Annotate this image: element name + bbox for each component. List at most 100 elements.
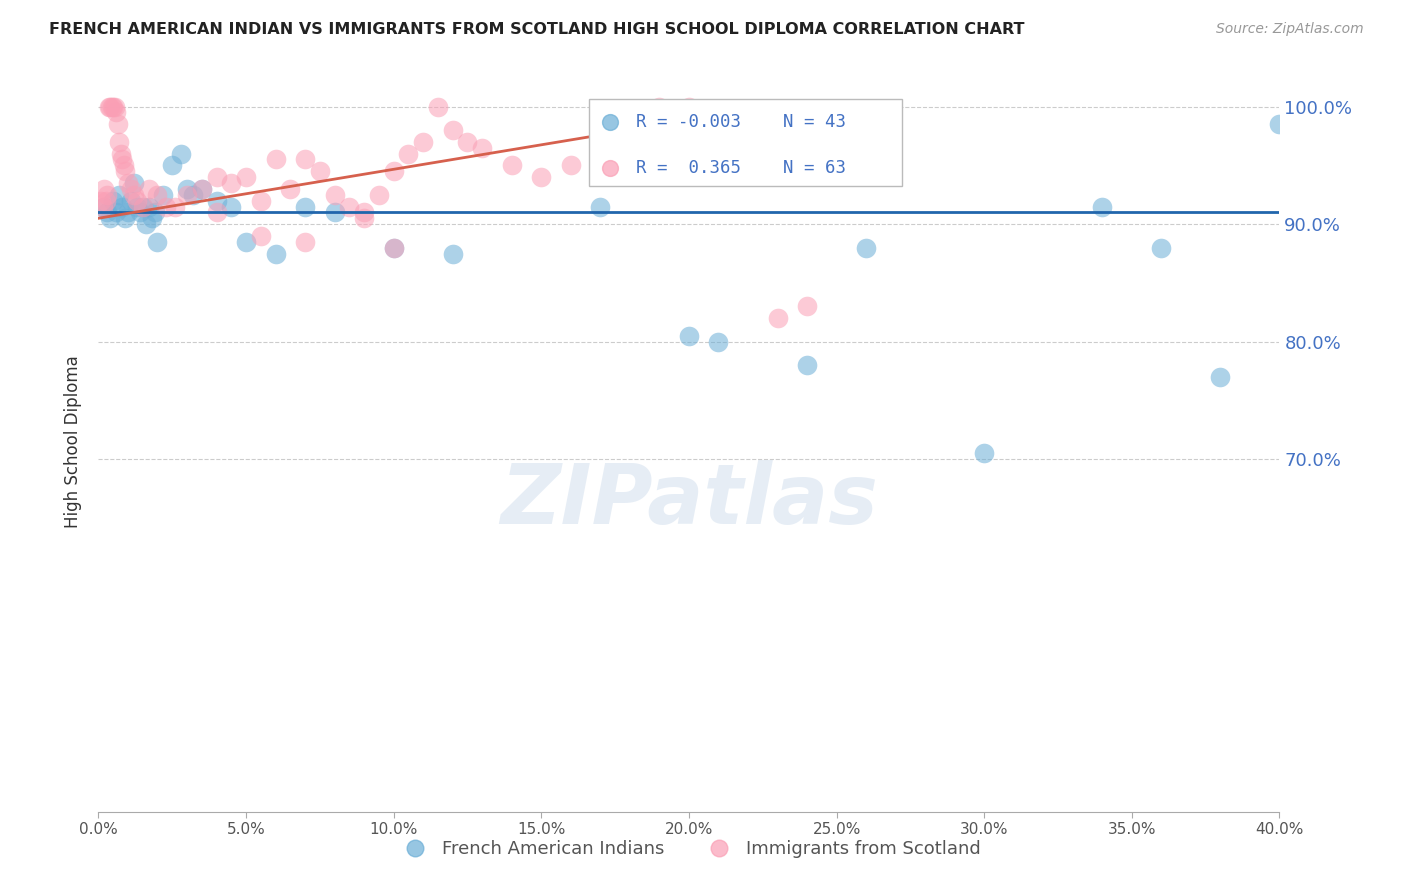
Point xyxy=(235,235,257,249)
Point xyxy=(294,153,316,167)
Point xyxy=(108,135,131,149)
Y-axis label: High School Diploma: High School Diploma xyxy=(65,355,83,528)
Point xyxy=(176,187,198,202)
Legend: French American Indians, Immigrants from Scotland: French American Indians, Immigrants from… xyxy=(389,833,988,865)
Point xyxy=(143,205,166,219)
Text: FRENCH AMERICAN INDIAN VS IMMIGRANTS FROM SCOTLAND HIGH SCHOOL DIPLOMA CORRELATI: FRENCH AMERICAN INDIAN VS IMMIGRANTS FRO… xyxy=(49,22,1025,37)
Point xyxy=(103,194,125,208)
Point xyxy=(128,205,150,219)
Point xyxy=(100,100,122,114)
Text: ZIPatlas: ZIPatlas xyxy=(501,460,877,541)
Point xyxy=(138,200,160,214)
Point xyxy=(264,153,287,167)
Point xyxy=(441,123,464,137)
Point xyxy=(1268,117,1291,131)
Point xyxy=(103,100,125,114)
Point xyxy=(339,200,361,214)
Point xyxy=(353,211,375,226)
Point xyxy=(205,170,228,185)
Point xyxy=(707,135,730,149)
Point xyxy=(122,176,145,190)
Point xyxy=(176,182,198,196)
Point xyxy=(98,100,121,114)
Point xyxy=(250,228,273,243)
Point xyxy=(796,358,818,372)
Point xyxy=(146,235,169,249)
Point xyxy=(648,100,671,114)
Point xyxy=(120,194,142,208)
Point xyxy=(110,146,132,161)
Point xyxy=(107,117,129,131)
Point xyxy=(855,241,877,255)
Point xyxy=(294,200,316,214)
Point xyxy=(117,205,139,219)
Point xyxy=(412,135,434,149)
Point xyxy=(427,100,450,114)
Point xyxy=(132,200,155,214)
Point xyxy=(91,200,114,214)
Point xyxy=(589,200,612,214)
FancyBboxPatch shape xyxy=(589,99,901,186)
Point xyxy=(135,217,157,231)
Point xyxy=(181,187,204,202)
Point xyxy=(165,200,187,214)
Point xyxy=(530,170,553,185)
Point xyxy=(323,205,346,219)
Point xyxy=(368,187,391,202)
Point xyxy=(170,146,193,161)
Point xyxy=(104,100,127,114)
Point xyxy=(221,176,243,190)
Point xyxy=(96,205,118,219)
Point xyxy=(93,182,115,196)
Point xyxy=(141,211,163,226)
Point xyxy=(1150,241,1173,255)
Point xyxy=(94,194,117,208)
Point xyxy=(1091,200,1114,214)
Point xyxy=(501,158,523,172)
Point xyxy=(678,328,700,343)
Point xyxy=(191,182,214,196)
Point xyxy=(132,200,155,214)
Point xyxy=(973,446,995,460)
Point xyxy=(309,164,332,178)
Text: Source: ZipAtlas.com: Source: ZipAtlas.com xyxy=(1216,22,1364,37)
Point xyxy=(125,194,148,208)
Point xyxy=(114,211,136,226)
Point xyxy=(221,200,243,214)
Point xyxy=(471,141,494,155)
Point xyxy=(619,112,641,126)
Point xyxy=(560,158,582,172)
Point xyxy=(737,117,759,131)
Point xyxy=(235,170,257,185)
Point xyxy=(98,211,121,226)
Point xyxy=(93,200,115,214)
Point xyxy=(191,182,214,196)
Point xyxy=(264,246,287,260)
Point xyxy=(105,105,128,120)
Point xyxy=(120,182,142,196)
Point xyxy=(766,311,789,326)
Point xyxy=(589,117,612,131)
Point xyxy=(250,194,273,208)
Point xyxy=(112,158,135,172)
Point xyxy=(294,235,316,249)
Point xyxy=(1209,370,1232,384)
Text: R = -0.003    N = 43: R = -0.003 N = 43 xyxy=(636,113,846,131)
Point xyxy=(108,187,131,202)
Point xyxy=(323,187,346,202)
Point xyxy=(353,205,375,219)
Point xyxy=(90,194,112,208)
Point xyxy=(96,187,118,202)
Point xyxy=(111,200,134,214)
Point xyxy=(707,334,730,349)
Point xyxy=(280,182,302,196)
Point xyxy=(114,164,136,178)
Point xyxy=(105,205,128,219)
Point xyxy=(398,146,420,161)
Text: R =  0.365    N = 63: R = 0.365 N = 63 xyxy=(636,159,846,177)
Point xyxy=(796,299,818,313)
Point xyxy=(138,182,160,196)
Point xyxy=(457,135,479,149)
Point xyxy=(382,241,405,255)
Point xyxy=(122,187,145,202)
